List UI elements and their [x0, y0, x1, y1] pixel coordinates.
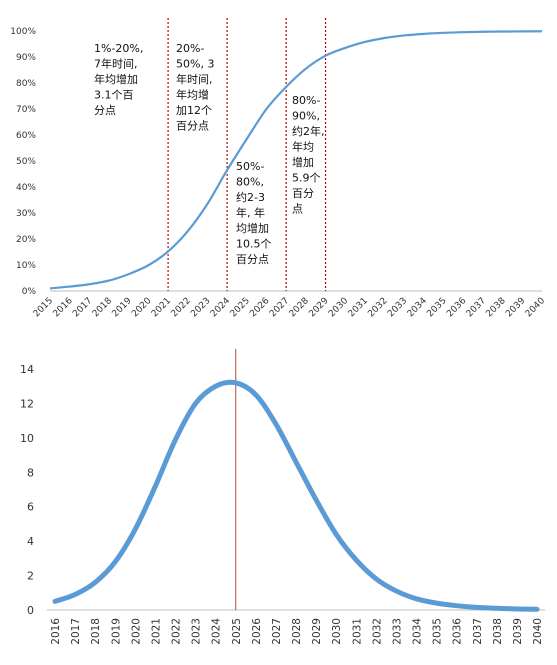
x-tick-label: 2021	[150, 296, 173, 319]
x-tick-label: 2037	[465, 296, 488, 319]
x-tick-label: 2027	[271, 618, 283, 645]
y-tick-label: 14	[20, 363, 34, 376]
x-tick-label: 2018	[91, 296, 114, 319]
x-tick-label: 2025	[231, 618, 243, 645]
y-tick-label: 70%	[16, 105, 36, 115]
x-tick-label: 2030	[331, 618, 343, 645]
x-tick-label: 2034	[406, 296, 429, 319]
x-tick-label: 2020	[130, 296, 153, 319]
y-tick-label: 40%	[16, 183, 36, 193]
y-tick-label: 0	[27, 604, 34, 617]
stage-annotation: 20%-50%, 3 年时间,年均增加12个百分点	[176, 42, 214, 133]
x-tick-label: 2017	[70, 618, 82, 645]
y-tick-label: 80%	[16, 79, 36, 89]
y-tick-label: 4	[27, 535, 34, 548]
y-tick-label: 12	[20, 397, 34, 410]
x-tick-label: 2015	[32, 296, 55, 319]
x-tick-label: 2025	[229, 296, 252, 319]
x-tick-label: 2039	[504, 296, 527, 319]
x-tick-label: 2036	[452, 618, 464, 645]
x-tick-label: 2016	[50, 618, 62, 645]
x-tick-label: 2031	[347, 296, 370, 319]
x-tick-label: 2019	[111, 296, 134, 319]
x-tick-label: 2028	[288, 296, 311, 319]
x-tick-label: 2030	[327, 296, 350, 319]
x-tick-label: 2033	[391, 618, 403, 645]
x-tick-label: 2029	[311, 618, 323, 645]
x-tick-label: 2040	[524, 296, 547, 319]
x-tick-label: 2035	[425, 296, 448, 319]
penetration-chart: 0%10%20%30%40%50%60%70%80%90%100%2015201…	[10, 18, 547, 319]
x-tick-label: 2021	[150, 618, 162, 645]
x-tick-label: 2031	[351, 618, 363, 645]
x-tick-label: 2016	[52, 296, 75, 319]
y-tick-label: 8	[27, 466, 34, 479]
y-tick-label: 20%	[16, 235, 36, 245]
stage-annotation: 1%-20%, 7年时间,年均增加 3.1个百分点	[94, 42, 143, 117]
y-tick-label: 10%	[16, 261, 36, 271]
x-tick-label: 2036	[445, 296, 468, 319]
x-tick-label: 2038	[492, 618, 504, 645]
x-tick-label: 2039	[512, 618, 524, 645]
x-tick-label: 2024	[209, 296, 232, 319]
x-tick-label: 2033	[386, 296, 409, 319]
x-tick-label: 2037	[472, 618, 484, 645]
x-tick-label: 2038	[484, 296, 507, 319]
x-tick-label: 2026	[248, 296, 271, 319]
x-tick-label: 2026	[251, 618, 263, 645]
stage-annotation: 50%-80%,约2-3 年, 年均增加 10.5个百分点	[236, 160, 272, 266]
y-tick-label: 2	[27, 570, 34, 583]
stage-annotation: 80%-90%,约2年,年均增加 5.9个百分点	[292, 94, 325, 216]
x-tick-label: 2023	[189, 296, 212, 319]
increment-line	[52, 379, 540, 612]
x-tick-label: 2018	[90, 618, 102, 645]
y-tick-label: 90%	[16, 53, 36, 63]
x-tick-label: 2027	[268, 296, 291, 319]
x-tick-label: 2035	[432, 618, 444, 645]
y-tick-label: 6	[27, 501, 34, 514]
x-tick-label: 2028	[291, 618, 303, 645]
y-tick-label: 60%	[16, 131, 36, 141]
increment-chart: 0 2 4 6 8 10 12 14 2016 2017 2018 2019 2020 2021 2022 2…	[20, 349, 545, 645]
x-tick-label: 2032	[371, 618, 383, 645]
x-tick-label: 2040	[532, 618, 544, 645]
x-tick-label: 2023	[191, 618, 203, 645]
penetration-line	[49, 30, 543, 290]
x-tick-label: 2020	[130, 618, 142, 645]
y-tick-label: 30%	[16, 209, 36, 219]
x-tick-label: 2017	[71, 296, 94, 319]
x-tick-label: 2022	[170, 296, 193, 319]
x-tick-label: 2034	[412, 618, 424, 645]
x-tick-label: 2029	[307, 296, 330, 319]
y-tick-label: 100%	[10, 27, 36, 37]
y-tick-label: 10	[20, 432, 34, 445]
x-tick-label: 2022	[171, 618, 183, 645]
y-tick-label: 50%	[16, 157, 36, 167]
y-tick-label: 0%	[22, 287, 37, 297]
x-tick-label: 2024	[211, 618, 223, 645]
x-tick-label: 2032	[366, 296, 389, 319]
x-tick-label: 2019	[110, 618, 122, 645]
